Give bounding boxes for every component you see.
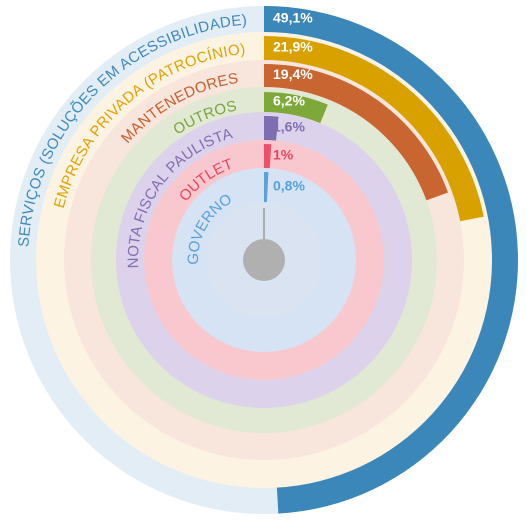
bar-4 [264, 116, 279, 141]
value-label-1: 21,9% [273, 39, 313, 55]
bar-0 [264, 5, 519, 514]
value-label-6: 0,8% [273, 178, 305, 194]
centre-hub [243, 239, 285, 281]
ring-bars [264, 5, 519, 514]
value-label-2: 19,4% [273, 66, 313, 82]
value-label-0: 49,1% [273, 10, 313, 26]
bar-1 [264, 36, 484, 222]
bar-6 [264, 172, 269, 203]
chart-centre [243, 208, 285, 281]
bar-2 [264, 64, 448, 201]
bar-3 [264, 92, 328, 124]
value-labels: 49,1% 21,9% 19,4% 6,2% 1,6% 1% 0,8% [273, 10, 313, 194]
value-label-5: 1% [273, 147, 294, 163]
value-label-3: 6,2% [273, 93, 305, 109]
value-label-4: 1,6% [273, 119, 305, 135]
bar-5 [264, 144, 272, 169]
